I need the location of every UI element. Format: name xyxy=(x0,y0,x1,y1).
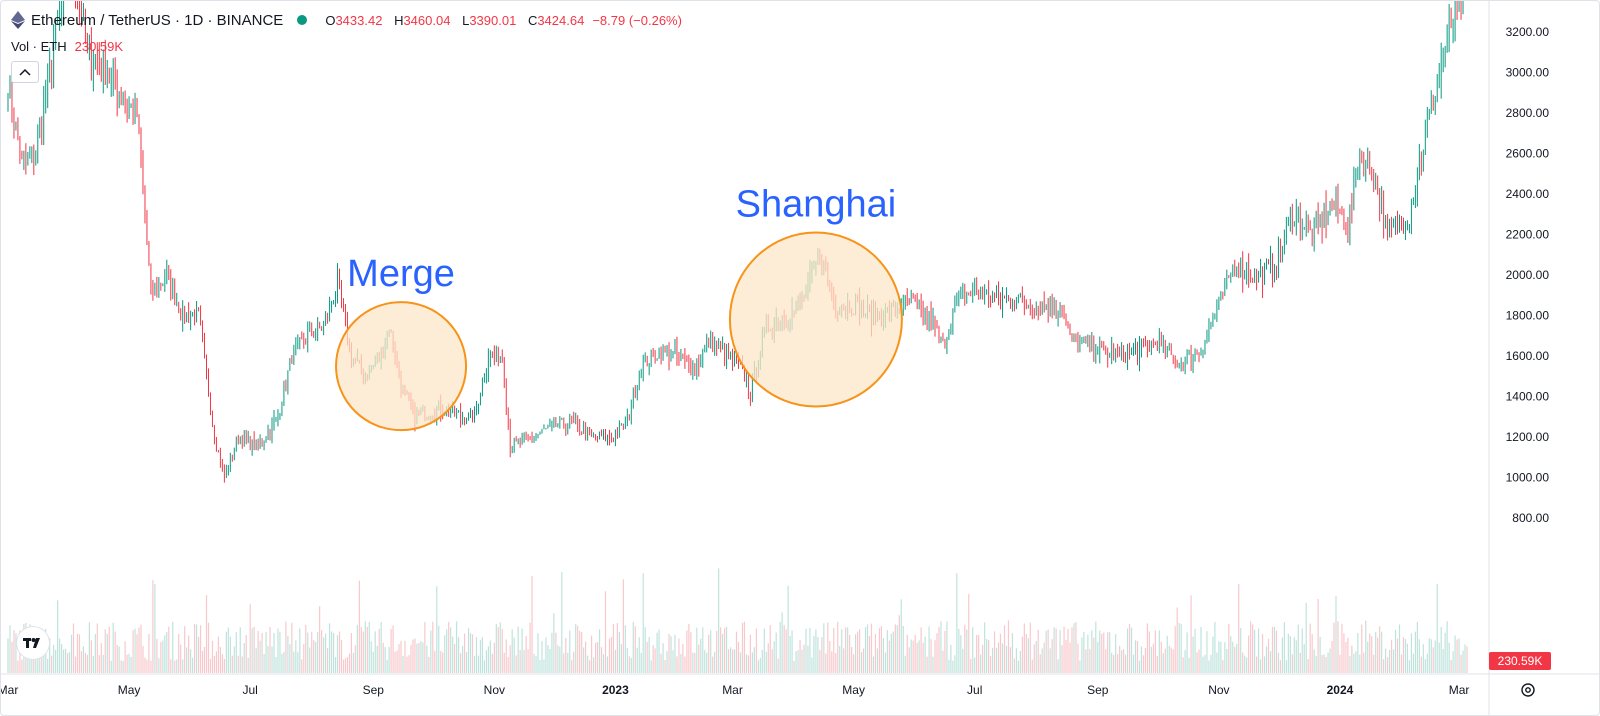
x-tick-label: Jul xyxy=(967,683,982,697)
open-label: O xyxy=(325,12,336,28)
x-tick-label: Mar xyxy=(1,683,18,697)
market-status-icon xyxy=(297,15,308,25)
annotation-circle xyxy=(335,301,468,432)
annotation-circle xyxy=(728,231,903,408)
x-tick-label: Jul xyxy=(243,683,258,697)
y-tick-label: 800.00 xyxy=(1512,511,1549,525)
gear-icon xyxy=(1521,683,1535,697)
x-tick-label: Sep xyxy=(363,683,385,697)
close-label: C xyxy=(527,12,538,28)
y-tick-label: 3200.00 xyxy=(1506,25,1550,39)
y-tick-label: 1200.00 xyxy=(1506,430,1550,444)
x-tick-label: May xyxy=(118,683,141,697)
low-label: L xyxy=(462,12,470,28)
volume-badge xyxy=(1489,652,1551,670)
collapse-legend-button[interactable] xyxy=(11,61,39,83)
y-tick-label: 2800.00 xyxy=(1506,106,1550,120)
open-value: 3433.42 xyxy=(335,12,383,28)
y-tick-label: 2000.00 xyxy=(1506,268,1550,282)
y-tick-label: 2400.00 xyxy=(1506,187,1550,201)
annotation-label: Merge xyxy=(347,253,455,295)
x-tick-label: Mar xyxy=(722,683,743,697)
y-tick-label: 1800.00 xyxy=(1506,309,1550,323)
ethereum-icon xyxy=(11,11,25,29)
annotation-label: Shanghai xyxy=(736,184,897,226)
chevron-up-icon xyxy=(19,68,31,76)
x-tick-label: Nov xyxy=(1208,683,1229,697)
volume-badge-label: 230.59K xyxy=(1498,654,1543,668)
x-tick-label: Mar xyxy=(1449,683,1470,697)
high-label: H xyxy=(394,12,404,28)
close-value: 3424.64 xyxy=(537,12,585,28)
legend-header: Ethereum / TetherUS · 1D · BINANCE O3433… xyxy=(11,11,682,29)
y-tick-label: 1000.00 xyxy=(1506,471,1550,485)
tradingview-logo-icon[interactable] xyxy=(17,627,49,659)
change-value: −8.79 (−0.26%) xyxy=(592,12,682,28)
volume-label: Vol · ETH xyxy=(11,39,67,54)
volume-legend: Vol · ETH 230.59K xyxy=(11,39,123,54)
low-value: 3390.01 xyxy=(469,12,517,28)
x-tick-label: Nov xyxy=(484,683,505,697)
y-tick-label: 1400.00 xyxy=(1506,390,1550,404)
high-value: 3460.04 xyxy=(403,12,451,28)
x-tick-label: Sep xyxy=(1087,683,1109,697)
volume-value: 230.59K xyxy=(74,39,124,54)
y-tick-label: 1600.00 xyxy=(1506,349,1550,363)
settings-button[interactable] xyxy=(1517,679,1539,701)
x-tick-label: 2024 xyxy=(1327,683,1354,697)
y-tick-label: 2600.00 xyxy=(1506,147,1550,161)
ohlc-values: O3433.42 H3460.04 L3390.01 C3424.64 xyxy=(325,13,592,28)
x-tick-label: May xyxy=(842,683,865,697)
x-tick-label: 2023 xyxy=(602,683,629,697)
symbol-title[interactable]: Ethereum / TetherUS · 1D · BINANCE xyxy=(31,11,284,29)
y-tick-label: 3000.00 xyxy=(1506,66,1550,80)
y-tick-label: 2200.00 xyxy=(1506,228,1550,242)
